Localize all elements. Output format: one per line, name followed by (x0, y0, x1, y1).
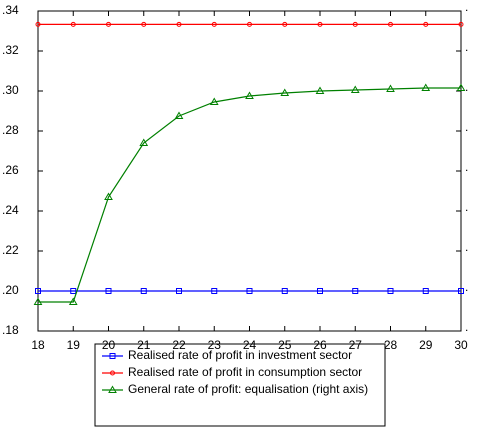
marker (387, 288, 394, 294)
marker (176, 21, 182, 27)
marker (211, 288, 218, 294)
y2-tick-label: . (465, 200, 468, 214)
x-tick-label: 21 (137, 338, 151, 352)
marker (70, 21, 76, 27)
y2-tick-label: . (465, 280, 468, 294)
marker (211, 21, 217, 27)
x-tick-label: 27 (349, 338, 363, 352)
marker (245, 91, 254, 99)
x-tick-label: 20 (102, 338, 116, 352)
plot-frame (37, 10, 462, 332)
y-tick-label: .22 (2, 243, 19, 257)
x-tick-label: 29 (419, 338, 433, 352)
marker (140, 288, 147, 294)
marker (350, 85, 360, 93)
x-tick-label: 28 (384, 338, 398, 352)
y2-tick-label: . (465, 240, 468, 254)
marker (174, 111, 184, 119)
y2-tick-label: . (465, 320, 468, 334)
marker (246, 288, 253, 294)
marker (458, 288, 464, 294)
marker (68, 297, 78, 305)
marker (388, 21, 393, 27)
marker (315, 86, 325, 94)
marker (104, 192, 113, 200)
y-tick-label: .18 (2, 323, 19, 337)
y2-tick-label: . (465, 160, 468, 174)
legend-label: General rate of profit: equalisation (ri… (128, 382, 368, 396)
marker (352, 21, 358, 27)
y2-tick-label: . (465, 120, 468, 134)
y-tick-label: .28 (2, 123, 19, 137)
x-tick-label: 19 (67, 338, 81, 352)
marker (352, 288, 359, 294)
y-tick-label: .30 (2, 83, 19, 97)
marker (105, 288, 112, 294)
marker (423, 21, 429, 27)
legend-marker (109, 353, 116, 359)
marker (458, 21, 464, 27)
x-tick-label: 25 (278, 338, 292, 352)
y-tick-label: .32 (2, 43, 19, 57)
y-tick-label: .20 (2, 283, 19, 297)
y-tick-label: .34 (2, 3, 19, 17)
y2-tick-label: . (465, 40, 468, 54)
x-tick-label: 18 (31, 338, 45, 352)
y-tick-label: .24 (2, 203, 19, 217)
marker (456, 83, 466, 91)
legend-marker (110, 370, 115, 376)
y2-tick-label: . (465, 80, 468, 94)
marker (106, 21, 111, 27)
marker (141, 21, 147, 27)
marker (280, 88, 290, 96)
x-tick-label: 30 (454, 338, 468, 352)
legend-box (94, 343, 386, 427)
marker (421, 83, 431, 91)
x-tick-label: 24 (243, 338, 257, 352)
y-tick-label: .26 (2, 163, 19, 177)
series-line (38, 87, 461, 303)
marker (386, 84, 395, 92)
marker (70, 288, 77, 294)
marker (317, 21, 323, 27)
marker (422, 288, 429, 294)
legend-label: Realised rate of profit in investment se… (128, 348, 352, 362)
y2-tick-label: . (465, 0, 468, 14)
marker (209, 97, 219, 105)
marker (35, 21, 41, 27)
marker (247, 21, 252, 27)
marker (281, 288, 288, 294)
marker (35, 288, 41, 294)
marker (282, 21, 288, 27)
marker (139, 138, 149, 146)
x-tick-label: 22 (172, 338, 186, 352)
legend-label: Realised rate of profit in consumption s… (128, 365, 362, 379)
marker (176, 288, 182, 294)
x-tick-label: 23 (208, 338, 222, 352)
x-tick-label: 26 (313, 338, 327, 352)
marker (33, 297, 43, 305)
legend-marker (108, 385, 117, 393)
marker (317, 288, 323, 294)
